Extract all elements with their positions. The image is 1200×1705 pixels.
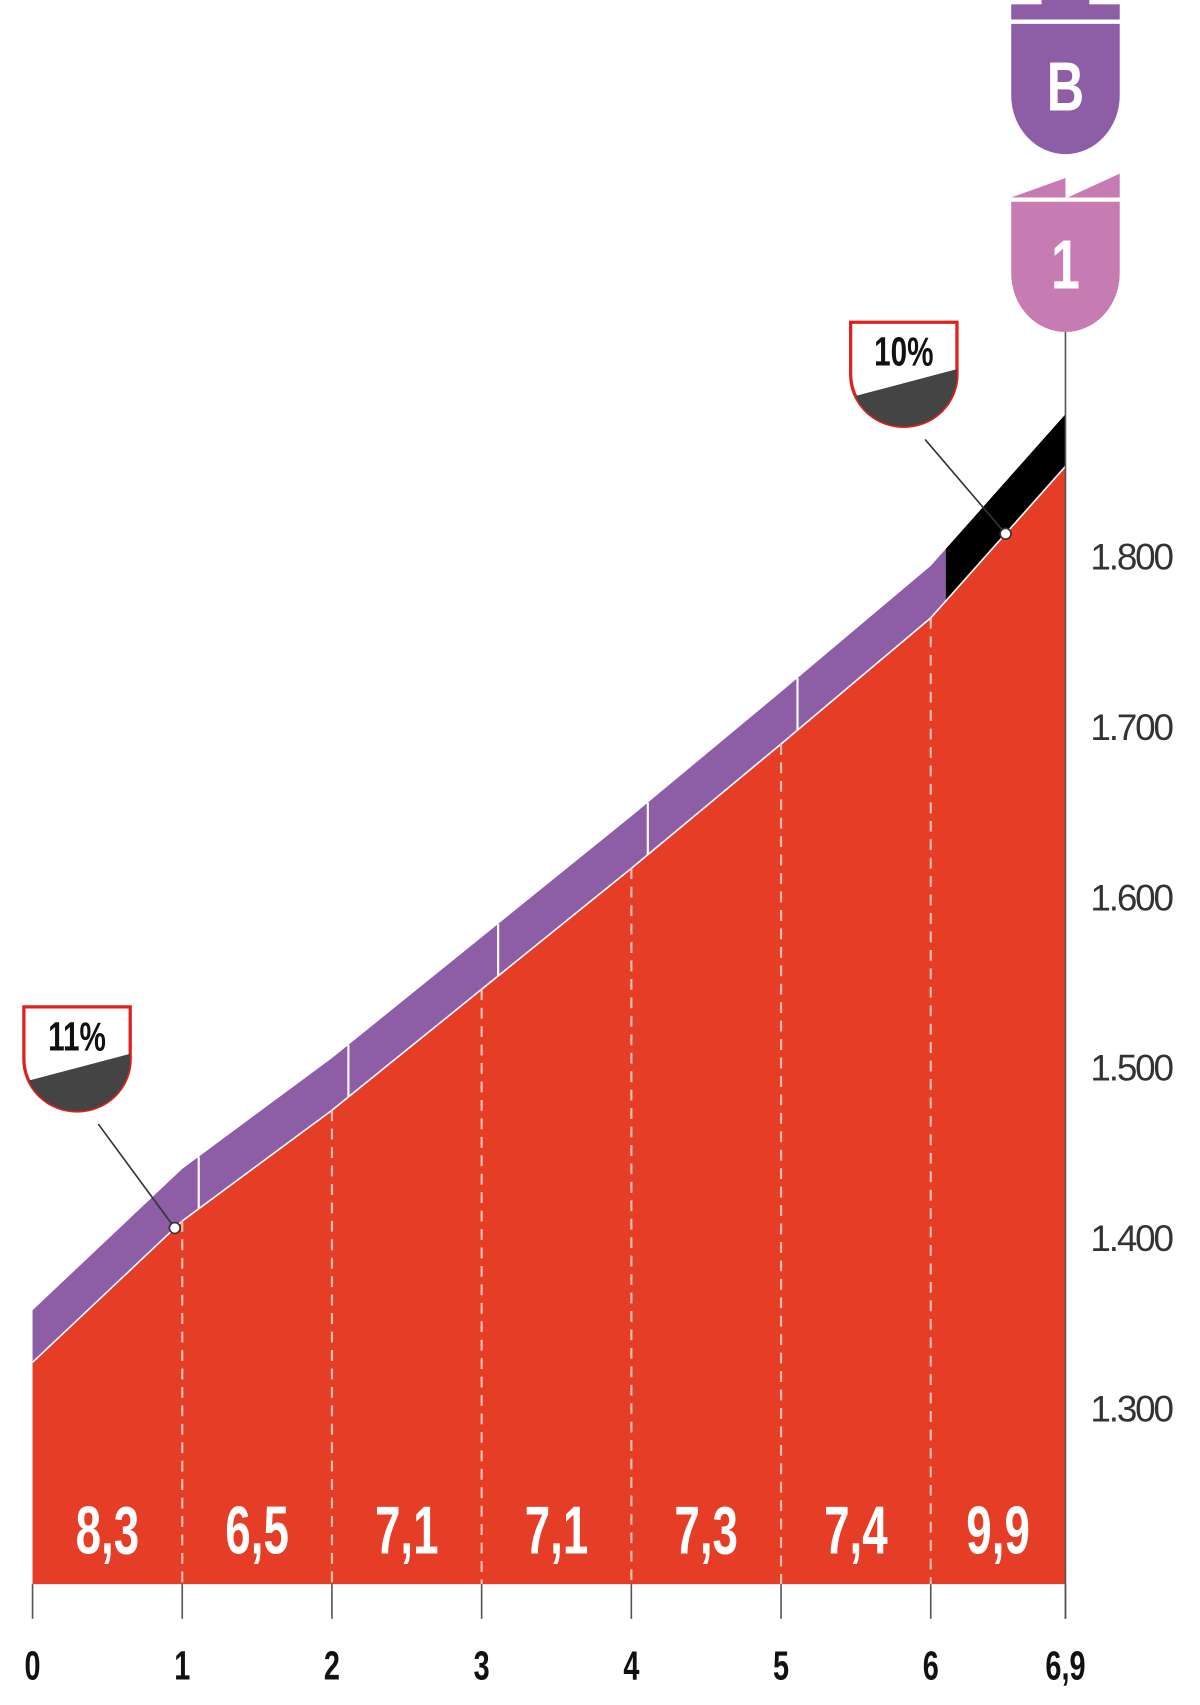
y-tick-label: 1.500 bbox=[1090, 1048, 1173, 1089]
category-badge-1-crown bbox=[1067, 173, 1120, 198]
gradient-slope-icon bbox=[850, 369, 957, 427]
x-tick-label: 0 bbox=[25, 1643, 41, 1689]
gradient-badge-label: 11% bbox=[48, 1012, 106, 1059]
x-tick-label: 6,9 bbox=[1045, 1643, 1085, 1689]
segment-gradient-label: 7,4 bbox=[824, 1494, 888, 1569]
y-tick-label: 1.800 bbox=[1090, 537, 1173, 578]
profile-outline bbox=[31, 465, 1067, 1363]
segment-gradient-label: 6,5 bbox=[225, 1494, 289, 1569]
gradient-badge-label: 10% bbox=[874, 328, 933, 375]
x-tick-label: 6 bbox=[923, 1643, 939, 1689]
segment-gradient-label: 7,1 bbox=[525, 1494, 589, 1569]
x-tick-label: 3 bbox=[474, 1643, 490, 1689]
x-tick-label: 1 bbox=[174, 1643, 190, 1689]
x-tick-label: 5 bbox=[773, 1643, 789, 1689]
category-badge-b bbox=[1011, 23, 1120, 155]
gradient-slope-icon bbox=[23, 1053, 131, 1112]
annotation-point bbox=[999, 527, 1012, 540]
segment-gradient-label: 7,3 bbox=[674, 1494, 738, 1569]
segment-gradient-label: 7,1 bbox=[375, 1494, 439, 1569]
category-badge-1-label: 1 bbox=[1051, 226, 1080, 304]
category-badge-b-label: B bbox=[1047, 48, 1085, 126]
y-tick-label: 1.600 bbox=[1090, 877, 1173, 918]
category-badge-b-crown-top bbox=[1041, 0, 1090, 7]
annotation-leader bbox=[924, 438, 1007, 535]
y-tick-label: 1.400 bbox=[1090, 1218, 1173, 1259]
steep-band bbox=[945, 414, 1066, 602]
annotation-point bbox=[168, 1221, 182, 1235]
y-tick-label: 1.300 bbox=[1090, 1388, 1173, 1429]
x-tick-label: 4 bbox=[623, 1643, 639, 1689]
profile-area bbox=[32, 466, 1066, 1585]
category-badge-b-crown bbox=[1011, 4, 1120, 20]
y-tick-label: 1.700 bbox=[1090, 707, 1173, 748]
climb-band bbox=[32, 549, 946, 1363]
segment-gradient-label: 9,9 bbox=[966, 1494, 1030, 1569]
x-tick-label: 2 bbox=[324, 1643, 340, 1689]
category-badge-1 bbox=[1011, 201, 1120, 333]
category-badge-1-crown bbox=[1011, 177, 1066, 198]
annotation-leader bbox=[97, 1123, 176, 1229]
segment-gradient-label: 8,3 bbox=[76, 1494, 140, 1569]
